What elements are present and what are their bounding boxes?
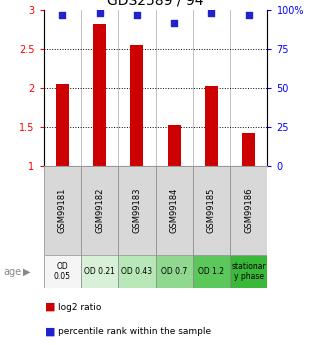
Text: OD 0.43: OD 0.43: [121, 267, 152, 276]
Text: percentile rank within the sample: percentile rank within the sample: [58, 327, 211, 336]
Text: GSM99185: GSM99185: [207, 188, 216, 233]
Bar: [168, 125, 181, 166]
Text: OD 1.2: OD 1.2: [198, 267, 225, 276]
Bar: [118, 255, 156, 288]
Text: stationar
y phase: stationar y phase: [231, 262, 266, 282]
Bar: [242, 133, 255, 166]
Point: [246, 12, 251, 18]
Point: [209, 11, 214, 16]
Text: GSM99184: GSM99184: [170, 188, 179, 233]
Bar: [81, 166, 118, 255]
Text: OD 0.7: OD 0.7: [161, 267, 187, 276]
Bar: [230, 255, 267, 288]
Bar: [44, 255, 81, 288]
Title: GDS2589 / 94: GDS2589 / 94: [107, 0, 204, 8]
Point: [97, 11, 102, 16]
Bar: [44, 166, 81, 255]
Text: OD 0.21: OD 0.21: [84, 267, 115, 276]
Bar: [93, 23, 106, 166]
Bar: [118, 166, 156, 255]
Text: log2 ratio: log2 ratio: [58, 303, 101, 312]
Bar: [156, 255, 193, 288]
Point: [60, 12, 65, 18]
Bar: [130, 45, 143, 166]
Point: [134, 12, 139, 18]
Text: ▶: ▶: [23, 267, 30, 277]
Text: OD
0.05: OD 0.05: [54, 262, 71, 282]
Text: GSM99183: GSM99183: [132, 188, 141, 233]
Bar: [205, 87, 218, 166]
Bar: [230, 166, 267, 255]
Text: GSM99181: GSM99181: [58, 188, 67, 233]
Bar: [56, 84, 69, 166]
Bar: [156, 166, 193, 255]
Text: GSM99182: GSM99182: [95, 188, 104, 233]
Text: ■: ■: [45, 302, 56, 312]
Text: GSM99186: GSM99186: [244, 188, 253, 233]
Bar: [193, 166, 230, 255]
Text: age: age: [3, 267, 21, 277]
Point: [172, 20, 177, 26]
Bar: [81, 255, 118, 288]
Text: ■: ■: [45, 326, 56, 336]
Bar: [193, 255, 230, 288]
